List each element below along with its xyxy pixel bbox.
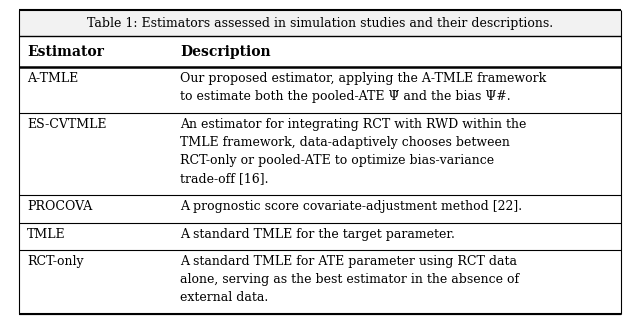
Text: TMLE framework, data-adaptively chooses between: TMLE framework, data-adaptively chooses … xyxy=(180,136,510,149)
Text: to estimate both the pooled-ATE Ψ̃ and the bias Ψ#.: to estimate both the pooled-ATE Ψ̃ and t… xyxy=(180,90,511,103)
Text: An estimator for integrating RCT with RWD within the: An estimator for integrating RCT with RW… xyxy=(180,118,527,131)
Text: A standard TMLE for ATE parameter using RCT data: A standard TMLE for ATE parameter using … xyxy=(180,255,518,268)
Text: PROCOVA: PROCOVA xyxy=(27,200,92,213)
Text: Description: Description xyxy=(180,45,271,59)
Text: A standard TMLE for the target parameter.: A standard TMLE for the target parameter… xyxy=(180,227,455,240)
Text: A prognostic score covariate-adjustment method [22].: A prognostic score covariate-adjustment … xyxy=(180,200,523,213)
Text: Table 1: Estimators assessed in simulation studies and their descriptions.: Table 1: Estimators assessed in simulati… xyxy=(87,17,553,29)
Text: alone, serving as the best estimator in the absence of: alone, serving as the best estimator in … xyxy=(180,273,520,286)
Text: RCT-only or pooled-ATE to optimize bias-variance: RCT-only or pooled-ATE to optimize bias-… xyxy=(180,154,495,167)
Text: trade-off [16].: trade-off [16]. xyxy=(180,172,269,185)
Text: Estimator: Estimator xyxy=(27,45,104,59)
Bar xyxy=(19,10,621,36)
Text: Our proposed estimator, applying the A-TMLE framework: Our proposed estimator, applying the A-T… xyxy=(180,72,547,85)
Text: A-TMLE: A-TMLE xyxy=(27,72,78,85)
Text: TMLE: TMLE xyxy=(27,227,65,240)
Text: external data.: external data. xyxy=(180,291,269,305)
Text: RCT-only: RCT-only xyxy=(27,255,83,268)
Text: ES-CVTMLE: ES-CVTMLE xyxy=(27,118,106,131)
